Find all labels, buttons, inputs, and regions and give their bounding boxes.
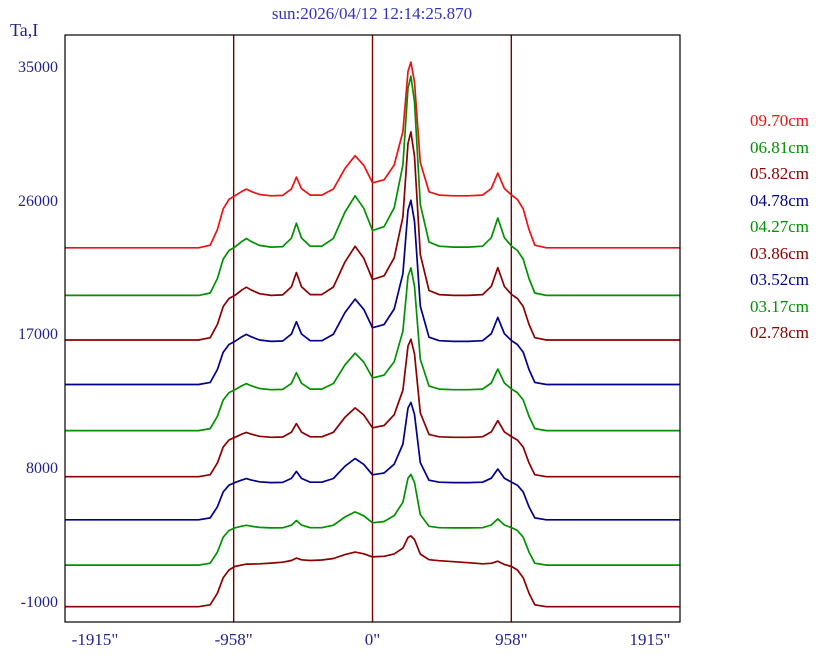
- y-tick-label: 35000: [18, 59, 58, 76]
- legend-item-04-27cm: 04.27cm: [750, 217, 810, 236]
- x-tick-label: -958": [214, 630, 253, 649]
- legend-item-03-86cm: 03.86cm: [750, 243, 810, 263]
- legend-item-03-52cm: 03.52cm: [750, 270, 810, 289]
- x-tick-label: 0": [364, 630, 381, 649]
- chart-title: sun:2026/04/12 12:14:25.870: [271, 4, 473, 23]
- x-tick-label: -1915": [71, 630, 119, 649]
- series-line-04-78cm: [65, 199, 680, 386]
- plot-frame: [64, 34, 681, 623]
- legend-item-06-81cm: 06.81cm: [750, 137, 810, 157]
- legend-item-09-70cm: 09.70cm: [750, 111, 810, 130]
- x-tick-label: 1915": [629, 630, 671, 649]
- legend-item-02-78cm: 02.78cm: [750, 323, 810, 342]
- x-tick-label: 958": [495, 630, 528, 649]
- series-line-06-81cm: [65, 75, 680, 297]
- series-line-04-27cm: [65, 267, 680, 432]
- y-tick-label: 26000: [18, 192, 58, 210]
- series-line-03-86cm: [65, 338, 680, 478]
- y-tick-label: 17000: [18, 326, 58, 344]
- y-tick-label: -1000: [20, 593, 58, 611]
- series-line-05-82cm: [65, 131, 680, 341]
- y-axis-label: Ta,I: [10, 20, 39, 40]
- series-line-02-78cm: [65, 535, 680, 608]
- series-line-09-70cm: [65, 61, 680, 249]
- y-tick-label: 8000: [26, 460, 58, 478]
- legend-item-04-78cm: 04.78cm: [750, 190, 810, 210]
- legend-item-03-17cm: 03.17cm: [750, 296, 810, 316]
- series-line-03-52cm: [65, 401, 680, 521]
- series-line-03-17cm: [65, 473, 680, 566]
- legend-item-05-82cm: 05.82cm: [750, 164, 810, 183]
